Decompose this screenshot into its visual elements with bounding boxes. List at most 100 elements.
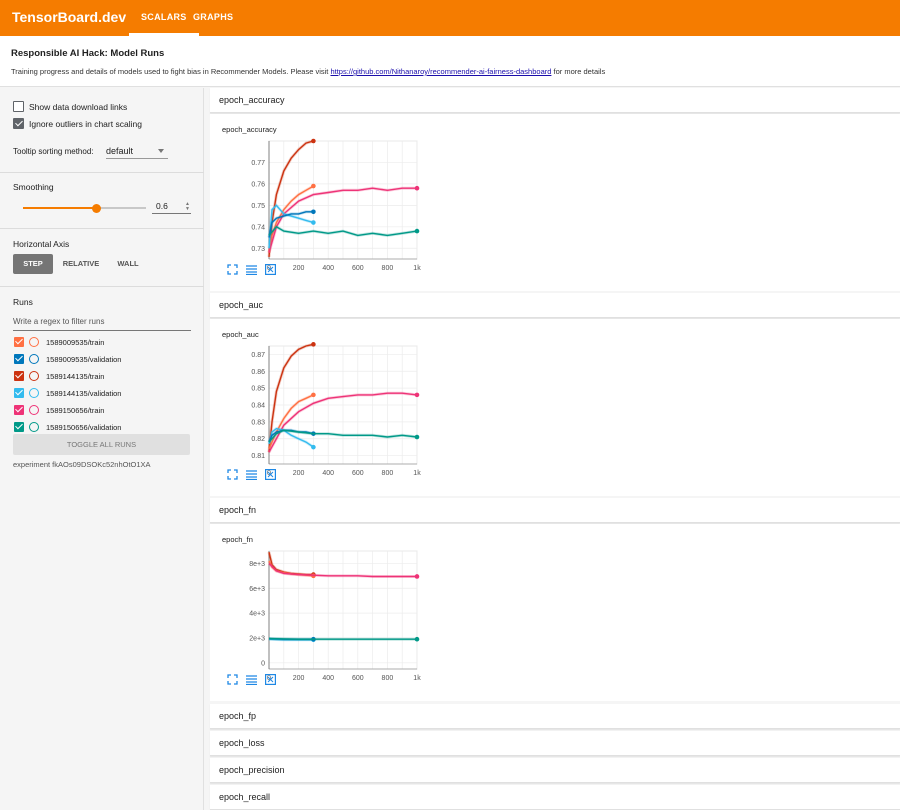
experiment-title: Responsible AI Hack: Model Runs xyxy=(11,48,165,59)
x-tick-label: 400 xyxy=(322,675,334,682)
log-scale-icon[interactable] xyxy=(246,469,257,480)
series-line xyxy=(268,211,314,238)
fit-domain-icon[interactable] xyxy=(265,264,276,275)
pane-header-epoch-loss[interactable]: epoch_loss xyxy=(210,731,900,756)
run-color-icon[interactable] xyxy=(29,388,39,398)
axis-relative-button[interactable]: RELATIVE xyxy=(62,259,100,268)
series-line xyxy=(268,394,314,450)
run-color-icon[interactable] xyxy=(29,354,39,364)
chart-toolbar xyxy=(227,264,276,275)
series-line xyxy=(268,343,314,453)
chart-epoch-auc[interactable]: 0.810.820.830.840.850.860.87020040060080… xyxy=(210,319,450,479)
run-color-icon[interactable] xyxy=(29,405,39,415)
axis-wall-button[interactable]: WALL xyxy=(117,259,139,268)
run-row[interactable]: 1589150656/validation xyxy=(14,420,121,434)
smoothing-value: 0.6 xyxy=(156,201,168,211)
x-tick-label: 1k xyxy=(413,675,421,682)
runs-filter-input[interactable]: Write a regex to filter runs xyxy=(13,317,191,331)
x-tick-label: 600 xyxy=(352,470,364,477)
ignore-outliers-label: Ignore outliers in chart scaling xyxy=(29,118,142,129)
smoothing-slider[interactable] xyxy=(23,203,146,213)
x-tick-label: 600 xyxy=(352,675,364,682)
sidebar: Show data download links Ignore outliers… xyxy=(0,88,204,810)
smoothing-section: Smoothing xyxy=(0,173,204,229)
toggle-all-runs-button[interactable]: TOGGLE ALL RUNS xyxy=(13,434,190,455)
github-link[interactable]: https://github.com/Nithanaroy/recommende… xyxy=(330,67,552,76)
pane-header-epoch-recall[interactable]: epoch_recall xyxy=(210,785,900,810)
smoothing-slider-knob[interactable] xyxy=(92,203,102,213)
fit-domain-icon[interactable] xyxy=(265,469,276,480)
tooltip-sorting-dropdown[interactable]: default xyxy=(106,146,168,159)
run-color-icon[interactable] xyxy=(29,371,39,381)
show-download-links-checkbox[interactable] xyxy=(13,101,24,112)
pane-epoch-auc: epoch_auc 0.810.820.830.840.850.860.8702… xyxy=(210,319,900,496)
run-row[interactable]: 1589144135/validation xyxy=(14,386,121,400)
y-tick-label: 6e+3 xyxy=(249,586,265,593)
series-line xyxy=(268,185,314,253)
run-row[interactable]: 1589009535/train xyxy=(14,335,104,349)
fullscreen-icon[interactable] xyxy=(227,469,238,480)
run-checkbox[interactable] xyxy=(14,422,24,432)
fit-domain-icon[interactable] xyxy=(265,674,276,685)
run-checkbox[interactable] xyxy=(14,337,24,347)
pane-header-epoch-auc[interactable]: epoch_auc xyxy=(210,293,900,318)
series-end-point xyxy=(414,185,420,191)
run-color-icon[interactable] xyxy=(29,422,39,432)
description-suffix: for more details xyxy=(551,67,606,76)
smoothing-input[interactable]: 0.6 ▲ ▼ xyxy=(152,201,191,214)
spinner-icon[interactable]: ▲ ▼ xyxy=(185,201,190,212)
x-tick-label: 800 xyxy=(382,265,394,272)
y-tick-label: 0.86 xyxy=(251,369,265,376)
series-end-point xyxy=(311,392,316,398)
y-tick-label: 2e+3 xyxy=(249,635,265,642)
x-tick-label: 800 xyxy=(382,470,394,477)
app-title[interactable]: TensorBoard.dev xyxy=(12,9,127,25)
y-tick-label: 0.76 xyxy=(251,181,265,188)
ignore-outliers-checkbox[interactable] xyxy=(13,118,24,129)
series-end-point xyxy=(311,209,316,215)
run-name: 1589150656/validation xyxy=(46,422,122,432)
run-name: 1589150656/train xyxy=(46,405,105,415)
run-row[interactable]: 1589009535/validation xyxy=(14,352,121,366)
chart-epoch-fn[interactable]: 02e+34e+36e+38e+302004006008001k xyxy=(210,524,450,684)
y-tick-label: 0.77 xyxy=(251,160,265,167)
series-line xyxy=(268,392,418,453)
axis-step-button[interactable]: STEP xyxy=(13,254,53,274)
chart-epoch-accuracy[interactable]: 0.730.740.750.760.7702004006008001k xyxy=(210,114,450,274)
dropdown-arrow-icon xyxy=(158,149,164,153)
run-checkbox[interactable] xyxy=(14,405,24,415)
tab-graphs[interactable]: GRAPHS xyxy=(193,12,234,22)
run-row[interactable]: 1589150656/train xyxy=(14,403,104,417)
y-tick-label: 0.81 xyxy=(251,453,265,460)
pane-header-epoch-accuracy[interactable]: epoch_accuracy xyxy=(210,88,900,113)
pane-header-epoch-precision[interactable]: epoch_precision xyxy=(210,758,900,783)
run-checkbox[interactable] xyxy=(14,388,24,398)
options-section: Show data download links Ignore outliers… xyxy=(0,88,204,173)
x-tick-label: 1k xyxy=(413,470,421,477)
chart-title-epoch-auc: epoch_auc xyxy=(222,330,259,339)
run-checkbox[interactable] xyxy=(14,354,24,364)
y-tick-label: 0.73 xyxy=(251,246,265,253)
y-tick-label: 0.83 xyxy=(251,419,265,426)
series-line xyxy=(268,427,314,448)
series-end-point xyxy=(311,444,316,450)
run-color-icon[interactable] xyxy=(29,337,39,347)
show-download-links-option[interactable]: Show data download links xyxy=(13,101,127,112)
fullscreen-icon[interactable] xyxy=(227,674,238,685)
pane-header-epoch-fn[interactable]: epoch_fn xyxy=(210,498,900,523)
experiment-description: Training progress and details of models … xyxy=(11,67,605,76)
series-line xyxy=(268,562,417,578)
fullscreen-icon[interactable] xyxy=(227,264,238,275)
y-tick-label: 4e+3 xyxy=(249,611,265,618)
series-line xyxy=(268,140,314,257)
tooltip-sorting-value: default xyxy=(106,146,134,156)
run-checkbox[interactable] xyxy=(14,371,24,381)
pane-header-epoch-fp[interactable]: epoch_fp xyxy=(210,704,900,729)
log-scale-icon[interactable] xyxy=(246,674,257,685)
log-scale-icon[interactable] xyxy=(246,264,257,275)
y-tick-label: 0 xyxy=(261,660,265,667)
tab-scalars[interactable]: SCALARS xyxy=(129,12,199,36)
run-row[interactable]: 1589144135/train xyxy=(14,369,104,383)
smoothing-label: Smoothing xyxy=(13,182,54,192)
ignore-outliers-option[interactable]: Ignore outliers in chart scaling xyxy=(13,118,142,129)
